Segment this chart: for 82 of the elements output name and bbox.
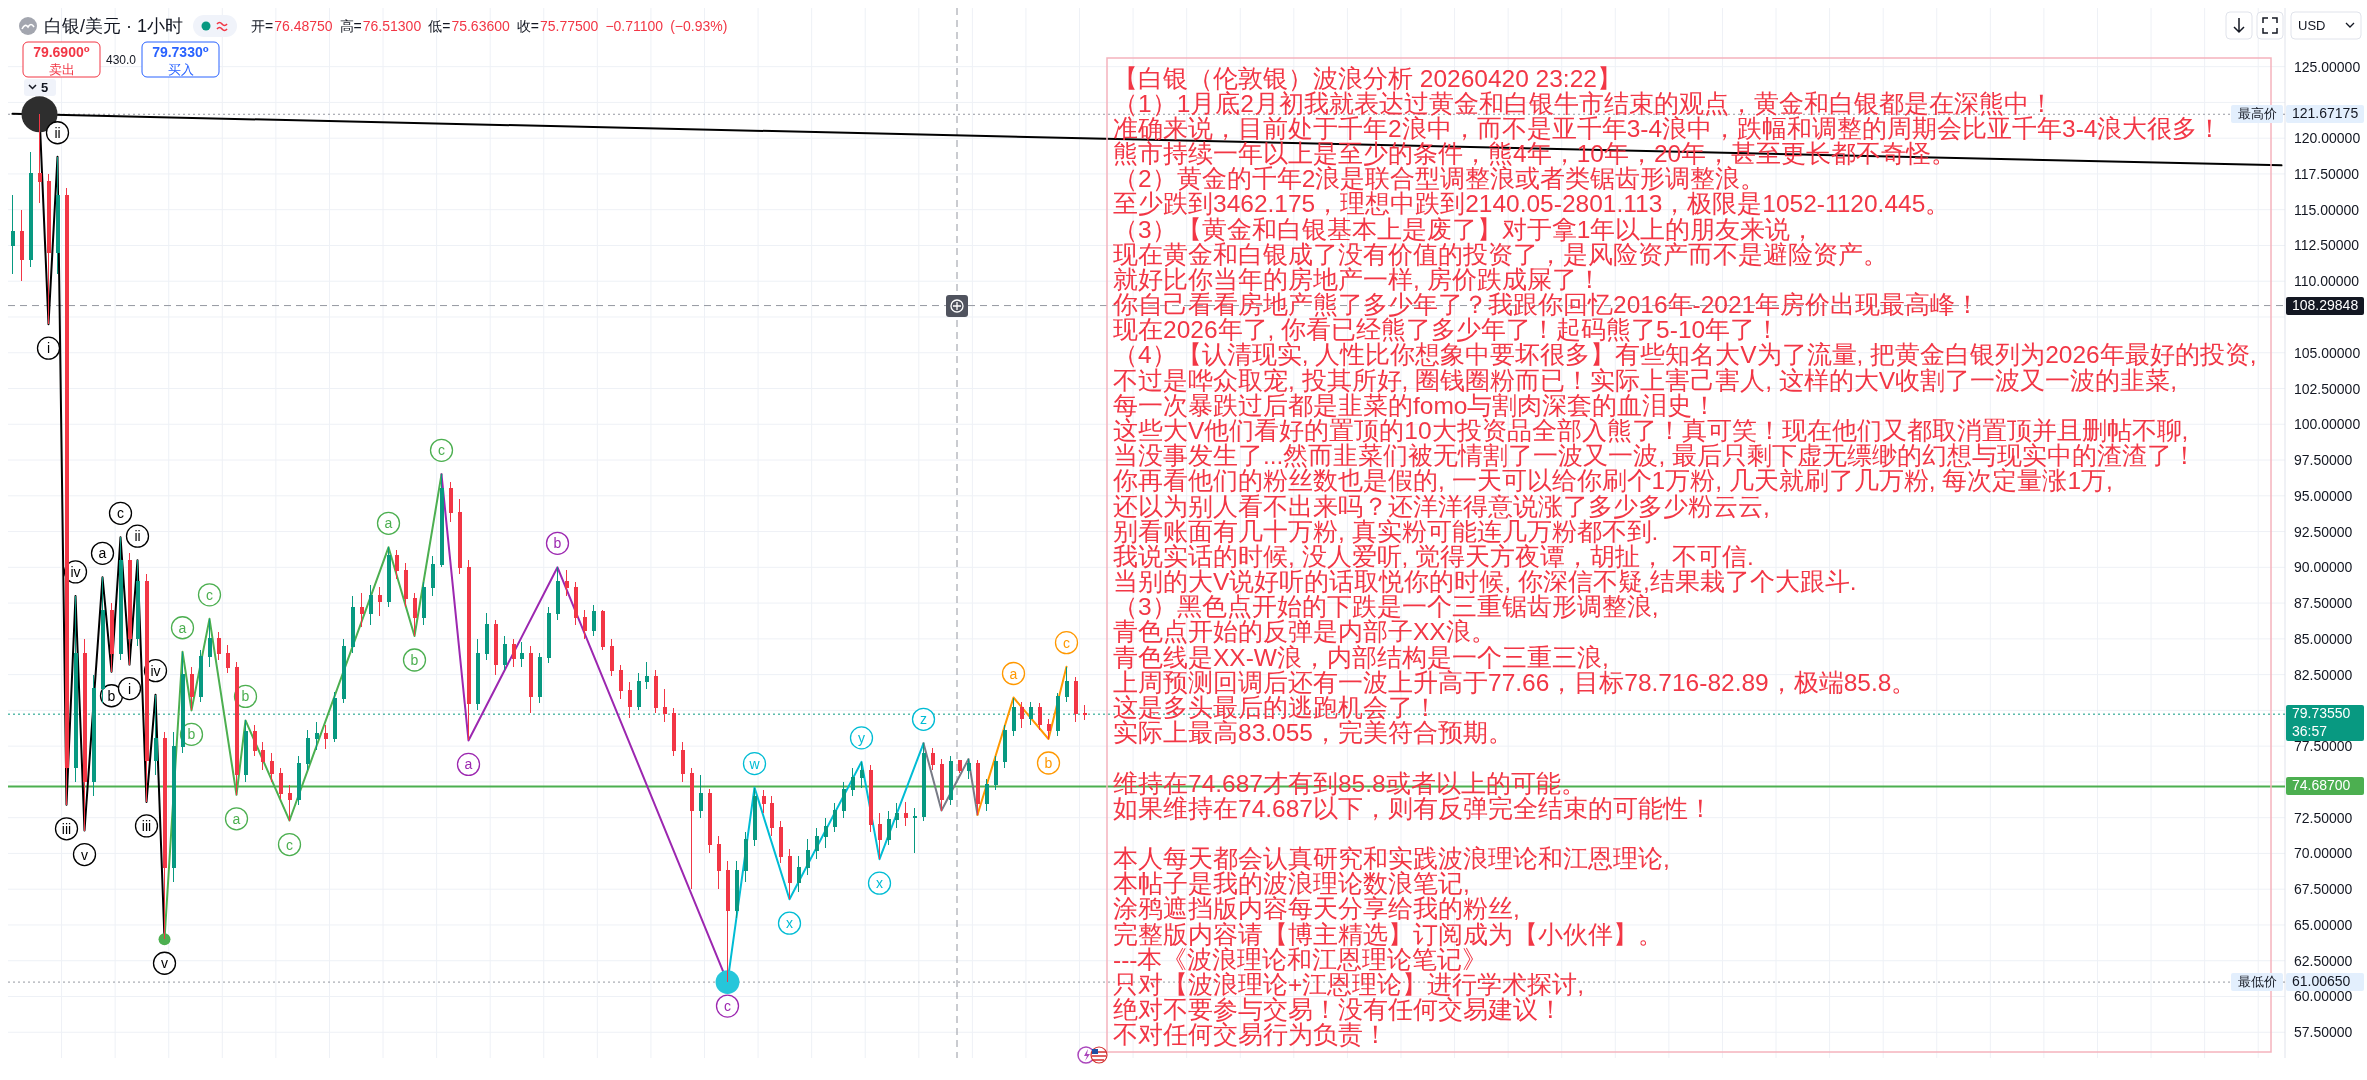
note-line: 青色线是XX-W浪，内部结构是一个三重三浪, [1113,643,1609,671]
price-tag-caption: 最低价 [2231,973,2283,992]
note-line: 你再看他们的粉丝数也是假的, 一天可以给你刷个1万粉, 几天就刷了几万粉, 每次定量涨1万, [1113,467,2113,495]
annotation: b [1044,754,1053,771]
y-tick-label: 85.00000 [2294,630,2353,647]
annotation: c [724,998,731,1015]
annotation: 5 [41,80,49,95]
annotation: z [920,711,927,728]
annotation: iv [70,563,81,580]
note-line: 【白银（伦敦银）波浪分析 20260420 23:22】 [1113,64,1622,92]
annotation: w [748,755,761,772]
annotation: a [384,515,393,532]
y-tick-label: 105.00000 [2294,344,2361,361]
price-tag-value: 74.68700 [2286,777,2364,796]
y-tick-label: 115.00000 [2294,201,2360,218]
annotation: i [46,340,51,357]
y-tick-label: 67.50000 [2294,881,2353,898]
annotation: b [187,726,196,743]
annotation: a [232,810,241,827]
annotation: b [553,535,562,552]
y-tick-label: 87.50000 [2294,595,2353,612]
y-tick-label: 82.50000 [2294,666,2353,683]
y-tick-label: 97.50000 [2294,452,2353,469]
note-line: 这是多头最后的逃跑机会了！ [1113,694,1438,721]
annotation: 430.0 [105,53,137,67]
y-tick-label: 62.50000 [2294,952,2353,969]
price-tag-value: 79.73550 36:57 [2286,705,2364,742]
chart-title: 白银/美元 · 1小时 [44,16,184,36]
annotation: c [286,836,293,853]
annotation: c [117,505,124,522]
note-line: 这些大V他们看好的置顶的10大投资品全部入熊了！真可笑！现在他们又都取消置顶并且删帖不聊, [1113,417,2189,444]
y-tick-label: 117.50000 [2294,165,2360,182]
annotation: iii [141,817,152,834]
y-tick-label: 100.00000 [2294,416,2361,433]
y-tick-label: 102.50000 [2294,380,2361,397]
note-line: 不对任何交易行为负责！ [1113,1021,1388,1049]
note-line: 完整版内容请【博主精选】订阅成为【小伙伴】。 [1113,920,1663,948]
note-line: 实际上最高83.055，完美符合预期。 [1113,719,1513,747]
annotation: 79.7330⁰ 买入 [152,44,209,77]
y-tick-label: 65.00000 [2294,916,2353,933]
annotation: ii [134,528,141,545]
annotation: iii [61,820,72,837]
annotation: x [786,915,793,932]
annotation: a [1009,665,1018,682]
annotation: b [107,687,116,704]
y-tick-label: 72.50000 [2294,809,2353,826]
text: USD [2298,18,2326,33]
note-line: （3）【黄金和白银基本上是废了】对于拿1年以上的朋友来说， [1113,215,1816,243]
y-tick-label: 125.00000 [2294,58,2361,75]
note-line: 涂鸦遮挡版内容每天分享给我的粉丝, [1113,895,1520,923]
annotation: a [178,619,187,636]
annotation: ii [54,124,61,141]
annotation: x [876,875,883,892]
price-tag-caption: 最高价 [2231,105,2283,124]
y-tick-label: 92.50000 [2294,523,2353,540]
y-tick-label: 70.00000 [2294,845,2353,862]
annotation: a [98,545,107,562]
y-tick-label: 120.00000 [2294,130,2361,147]
price-tag-value: 121.67175 [2286,105,2364,124]
note-line: （4）【认清现实, 人性比你想象中要坏很多】有些知名大V为了流量, 把黄金白银列为2026年最好的投资, [1113,341,2257,369]
annotation: v [81,846,88,863]
annotation: iv [150,662,161,679]
y-tick-label: 112.50000 [2294,237,2360,254]
annotation: a [464,756,473,773]
y-tick-label: 90.00000 [2294,559,2353,576]
price-tag-value: 61.00650 [2286,973,2364,992]
annotation: c [438,442,445,459]
annotation: y [858,729,865,746]
note-line: 只对【波浪理论+江恩理论】进行学术探讨, [1113,971,1585,998]
annotation: i [127,680,132,697]
annotation: v [161,955,168,972]
annotation: b [241,688,250,705]
y-tick-label: 95.00000 [2294,487,2353,504]
note-line: 还以为别人看不出来吗？还洋洋得意说涨了多少多少粉云云, [1113,492,1770,520]
annotation: c [206,586,213,603]
ohlc-legend: 开=76.48750 高=76.51300 低=75.63600 收=75.77500 −0.71100 (−0.93%) [251,18,728,34]
annotation: c [1063,634,1070,651]
y-tick-label: 110.00000 [2294,273,2360,290]
annotation: 79.6900⁰ 卖出 [33,44,90,77]
price-tag-value: 108.29848 [2286,296,2364,315]
y-tick-label: 57.50000 [2294,1024,2353,1041]
annotation: b [410,652,419,668]
